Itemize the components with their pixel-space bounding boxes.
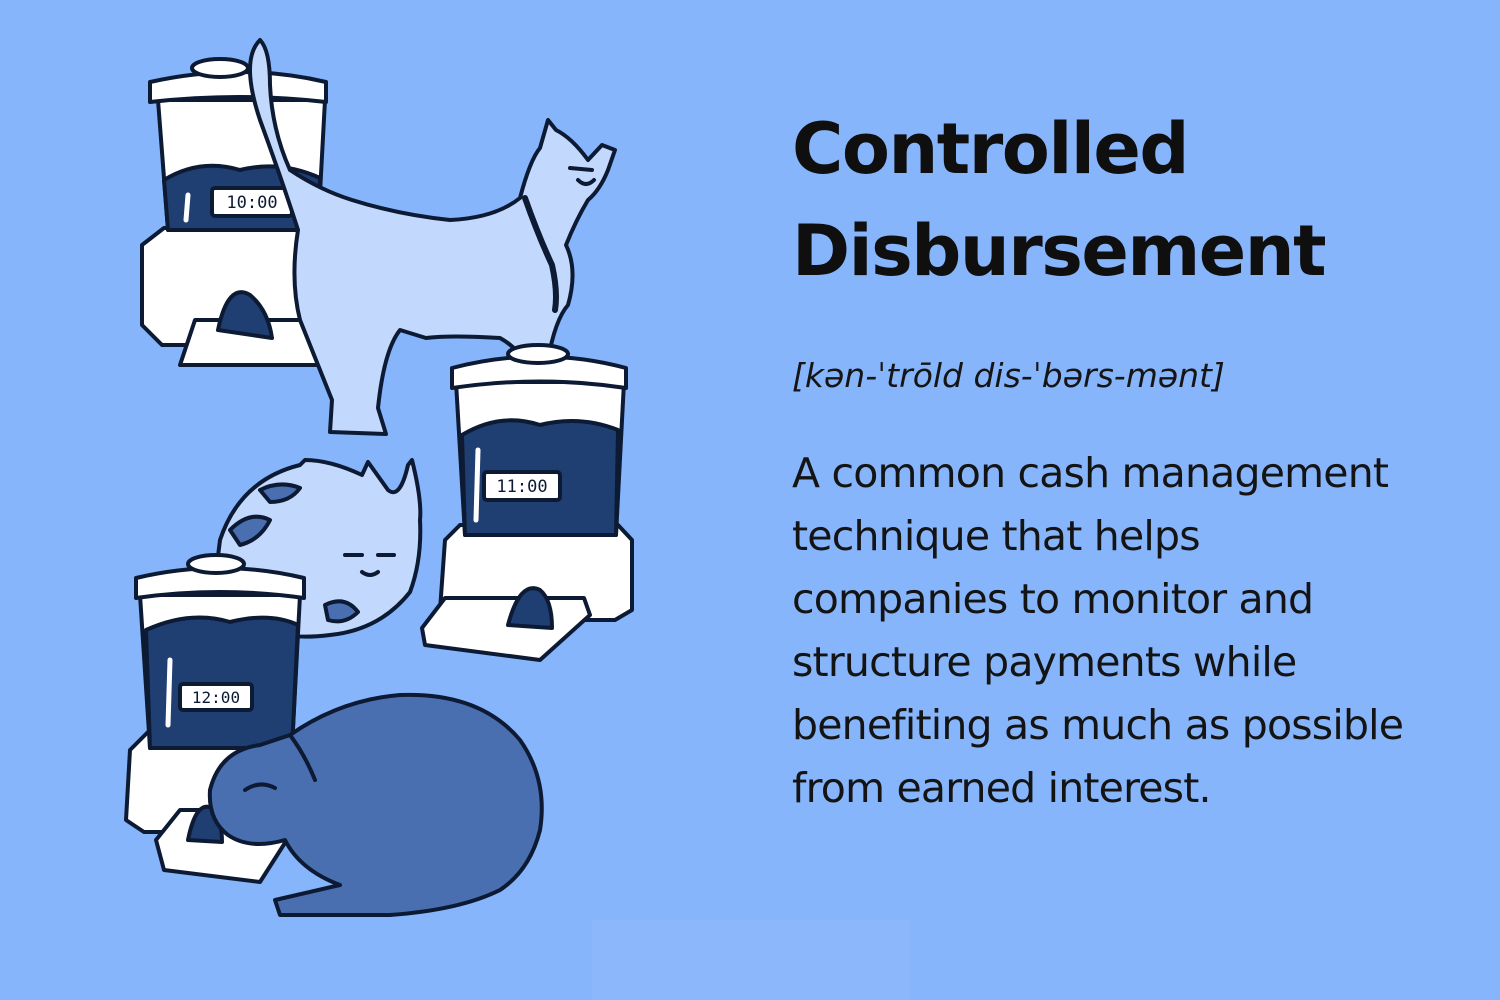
pronunciation: [kən-ˈtrōld dis-ˈbərs-mənt] <box>792 356 1225 395</box>
feeder-middle-clock: 11:00 <box>496 477 547 497</box>
cat-eating <box>207 692 544 917</box>
page-title: Controlled Disbursement <box>792 98 1492 302</box>
title-line-2: Disbursement <box>792 210 1327 292</box>
feeder-middle: 11:00 <box>420 343 634 662</box>
definition-text: A common cash management technique that … <box>792 442 1492 820</box>
cat-standing <box>248 38 617 436</box>
feeder-top-clock: 10:00 <box>226 193 277 213</box>
cat-feeders-illustration: 10:00 11:00 <box>124 38 634 917</box>
definition-line: from earned interest. <box>792 764 1212 812</box>
definition-line: A common cash management <box>792 449 1389 497</box>
feeder-bottom-clock: 12:00 <box>192 688 240 707</box>
watermark-area <box>592 920 910 1000</box>
definition-panel: Controlled Disbursement [kən-ˈtrōld dis-… <box>792 98 1492 820</box>
definition-line: structure payments while <box>792 638 1297 686</box>
definition-line: companies to monitor and <box>792 575 1314 623</box>
definition-line: benefiting as much as possible <box>792 701 1404 749</box>
definition-line: technique that helps <box>792 512 1201 560</box>
title-line-1: Controlled <box>792 108 1189 190</box>
